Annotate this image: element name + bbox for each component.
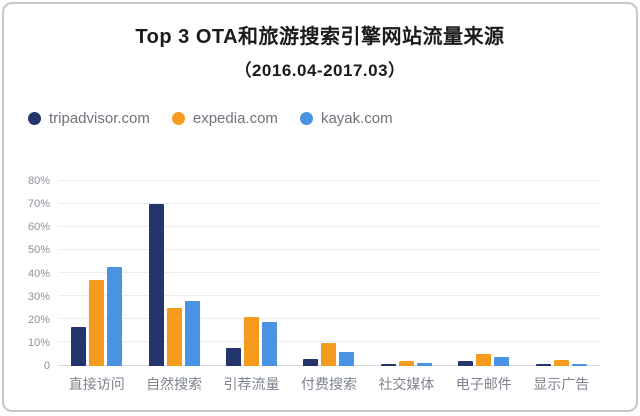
chart-card: Top 3 OTA和旅游搜索引擎网站流量来源 （2016.04-2017.03）…: [2, 2, 638, 412]
y-tick-label-80: 80%: [27, 175, 50, 187]
x-axis-label-6: 电子邮件: [455, 376, 512, 392]
bar-group-7: [523, 181, 600, 366]
bar-kayak-5: [416, 362, 432, 366]
x-axis-label-5: 社交媒体: [378, 376, 435, 392]
gridline-20: [58, 318, 600, 319]
bar-tripadvisor-5: [380, 363, 396, 366]
y-tick-label-30: 30%: [27, 290, 50, 303]
bar-group-3: [213, 181, 290, 366]
bar-expedia-6: [476, 354, 492, 366]
gridline-30: [58, 295, 600, 296]
plot-area: [58, 180, 600, 366]
x-axis-label-4: 付费搜索: [300, 376, 357, 392]
bar-expedia-1: [89, 280, 105, 366]
gridline-50: [58, 249, 600, 250]
bar-tripadvisor-1: [71, 326, 87, 366]
chart-title: Top 3 OTA和旅游搜索引擎网站流量来源: [135, 26, 505, 48]
y-tick-label-10: 10%: [27, 336, 50, 349]
bar-kayak-2: [184, 301, 200, 366]
legend-dot-expedia: [171, 112, 185, 125]
bar-expedia-7: [553, 360, 569, 366]
y-axis: 0 10% 20% 30% 40% 50% 60% 70% 80%: [24, 176, 58, 372]
gridline-80: [58, 180, 600, 181]
gridline-70: [58, 203, 600, 204]
bar-chart: 0 10% 20% 30% 40% 50% 60% 70% 80% 直接访问 自然搜索 引荐流量 付费…: [24, 176, 600, 394]
bar-group-6: [445, 181, 522, 366]
x-axis-label-1: 直接访问: [68, 376, 125, 392]
y-tick-label-40: 40%: [27, 267, 50, 280]
legend-label-expedia: expedia.com: [192, 110, 278, 127]
x-axis-label-2: 自然搜索: [146, 376, 203, 392]
bar-group-2: [135, 181, 212, 366]
gridline-60: [58, 226, 600, 227]
bar-tripadvisor-7: [535, 363, 551, 366]
y-tick-label-50: 50%: [27, 244, 50, 257]
bar-expedia-2: [166, 308, 182, 366]
legend: tripadvisor.com expedia.com kayak.com: [28, 110, 393, 127]
legend-label-kayak: kayak.com: [320, 110, 393, 127]
bar-group-1: [58, 181, 135, 366]
bar-kayak-1: [107, 266, 123, 366]
x-axis: 直接访问 自然搜索 引荐流量 付费搜索 社交媒体 电子邮件 显示广告: [58, 374, 600, 394]
bar-tripadvisor-3: [226, 347, 242, 366]
bar-expedia-4: [321, 342, 337, 366]
bar-tripadvisor-6: [458, 361, 474, 366]
bar-group-4: [290, 181, 367, 366]
gridline-10: [58, 341, 600, 342]
legend-dot-tripadvisor: [28, 112, 41, 125]
y-tick-label-70: 70%: [27, 198, 50, 211]
bar-kayak-7: [571, 363, 587, 366]
legend-dot-kayak: [299, 112, 313, 125]
bar-expedia-5: [398, 361, 414, 366]
x-axis-label-7: 显示广告: [533, 376, 590, 392]
bar-tripadvisor-2: [148, 204, 164, 366]
bar-groups: [58, 181, 600, 366]
plot-column: 直接访问 自然搜索 引荐流量 付费搜索 社交媒体 电子邮件 显示广告: [58, 180, 600, 394]
y-tick-label-20: 20%: [27, 313, 50, 326]
bar-kayak-3: [262, 322, 278, 366]
y-tick-label-60: 60%: [27, 221, 50, 234]
bar-group-5: [368, 181, 445, 366]
legend-item-tripadvisor: tripadvisor.com: [28, 110, 150, 127]
bar-kayak-6: [494, 356, 510, 366]
legend-item-kayak: kayak.com: [299, 110, 393, 127]
chart-subtitle: （2016.04-2017.03）: [234, 61, 406, 80]
gridline-40: [58, 272, 600, 273]
legend-label-tripadvisor: tripadvisor.com: [49, 110, 150, 127]
bar-tripadvisor-4: [303, 359, 319, 366]
bar-kayak-4: [339, 352, 355, 366]
legend-item-expedia: expedia.com: [171, 110, 278, 127]
y-tick-label-0: 0: [43, 360, 50, 372]
x-axis-label-3: 引荐流量: [223, 376, 280, 392]
bar-expedia-3: [244, 317, 260, 366]
